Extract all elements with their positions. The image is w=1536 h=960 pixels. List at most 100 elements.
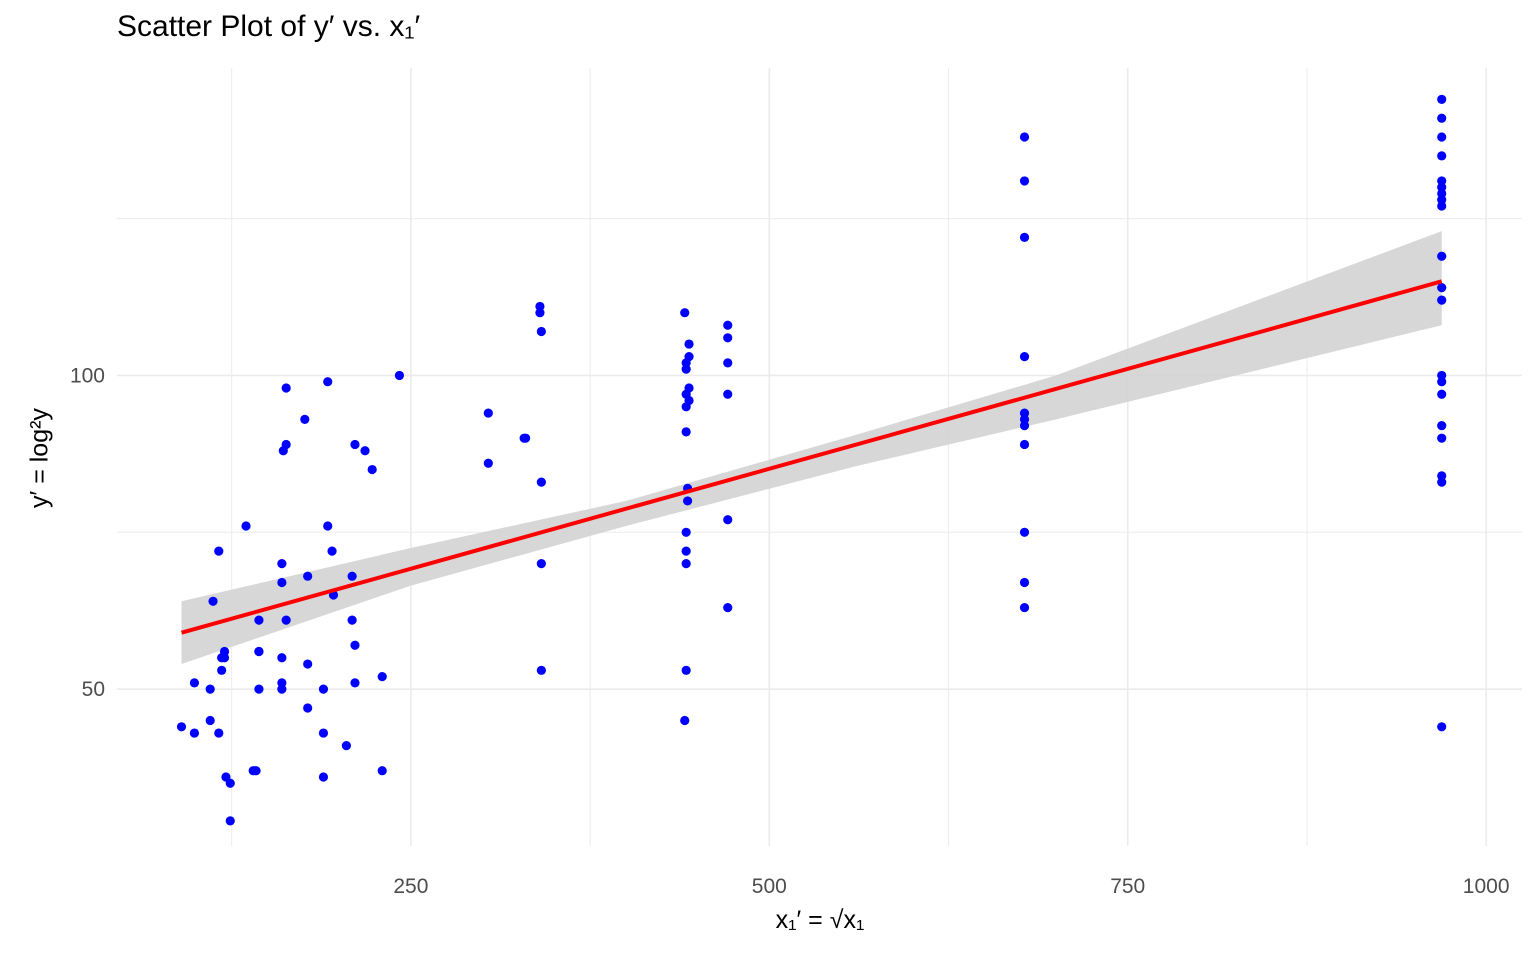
data-point — [350, 439, 360, 450]
data-point — [318, 772, 329, 782]
data-point — [281, 615, 291, 625]
data-point — [323, 521, 333, 531]
data-point — [347, 571, 357, 581]
x-tick-labels: 250 500 750 1000 — [393, 875, 1509, 898]
data-point — [723, 602, 733, 613]
data-point — [205, 715, 215, 726]
data-point — [1437, 201, 1447, 211]
data-point — [367, 464, 377, 475]
data-point — [189, 678, 200, 688]
data-point — [684, 339, 694, 349]
data-point — [377, 671, 387, 682]
minor-gridlines — [117, 68, 1522, 846]
data-point — [1019, 602, 1030, 613]
data-point — [535, 308, 545, 318]
data-point — [254, 615, 264, 625]
data-point — [318, 684, 329, 694]
data-point — [1437, 722, 1447, 732]
data-point — [684, 383, 694, 393]
data-point — [536, 665, 546, 675]
data-point — [277, 559, 287, 569]
data-point — [1019, 527, 1030, 537]
data-point — [536, 326, 546, 337]
data-point — [303, 703, 313, 713]
y-tick-label: 100 — [70, 364, 105, 387]
data-point — [176, 722, 187, 732]
data-point — [681, 546, 691, 556]
data-point — [214, 728, 224, 738]
data-point — [483, 408, 493, 418]
data-point — [214, 546, 224, 556]
data-point — [254, 684, 264, 694]
data-point — [684, 352, 694, 362]
data-point — [1437, 282, 1447, 293]
data-point — [723, 389, 733, 399]
data-point — [1437, 151, 1447, 161]
data-point — [1019, 421, 1030, 431]
data-point — [1437, 251, 1447, 261]
data-point — [1437, 377, 1447, 387]
data-point — [1019, 352, 1030, 362]
data-point — [347, 615, 357, 625]
data-point — [723, 358, 733, 368]
data-point — [681, 427, 691, 437]
data-point — [520, 433, 531, 443]
data-point — [723, 320, 733, 330]
data-point — [1437, 132, 1447, 142]
data-point — [241, 521, 251, 531]
data-point — [394, 370, 405, 381]
confidence-band — [181, 231, 1442, 665]
data-point — [303, 659, 313, 669]
data-point — [277, 577, 287, 588]
data-point — [1019, 439, 1030, 450]
x-tick-label: 250 — [393, 875, 428, 898]
data-point — [300, 414, 310, 424]
data-point — [281, 439, 291, 450]
data-point — [681, 527, 691, 537]
data-point — [1437, 94, 1447, 104]
data-point — [1437, 389, 1447, 399]
y-axis-label: y′ = log²y — [25, 408, 54, 508]
data-point — [680, 715, 690, 726]
data-point — [1437, 477, 1447, 487]
data-point — [1019, 577, 1030, 588]
data-point — [327, 546, 337, 556]
data-point — [723, 333, 733, 343]
data-point — [360, 446, 370, 456]
data-point — [683, 496, 693, 506]
data-point — [723, 515, 733, 525]
data-point — [208, 596, 218, 606]
confidence-band-group — [181, 231, 1442, 665]
data-point — [483, 458, 493, 468]
x-tick-label: 1000 — [1463, 875, 1510, 898]
data-point — [1437, 295, 1447, 305]
fit-line — [180, 279, 1443, 635]
data-point — [341, 741, 351, 751]
data-point — [1437, 421, 1447, 431]
data-point — [303, 571, 313, 581]
data-point — [323, 377, 333, 387]
data-point — [318, 728, 329, 738]
y-tick-label: 50 — [82, 678, 105, 701]
data-point — [225, 778, 235, 788]
x-axis-label: x₁′ = √x₁ — [775, 906, 865, 934]
data-point — [277, 684, 287, 694]
data-point — [350, 678, 360, 688]
data-point — [281, 383, 291, 393]
x-tick-label: 500 — [752, 875, 787, 898]
data-point — [219, 646, 230, 657]
chart-title: Scatter Plot of y′ vs. x₁′ — [117, 10, 421, 43]
major-gridlines — [117, 68, 1522, 846]
data-point — [681, 665, 691, 675]
data-point — [1019, 232, 1030, 243]
data-point — [225, 816, 235, 826]
data-points — [176, 94, 1447, 826]
x-tick-label: 750 — [1110, 875, 1145, 898]
data-point — [1019, 176, 1030, 186]
data-point — [1437, 113, 1447, 123]
y-tick-labels: 50 100 — [70, 364, 105, 701]
data-point — [254, 646, 264, 657]
data-point — [684, 395, 694, 406]
data-point — [1437, 433, 1447, 443]
